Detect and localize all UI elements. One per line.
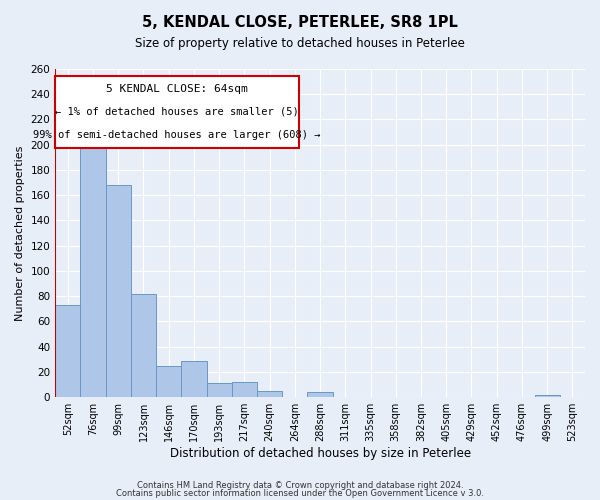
Bar xyxy=(156,366,181,397)
Bar xyxy=(55,305,80,397)
Bar xyxy=(80,138,106,397)
FancyBboxPatch shape xyxy=(55,76,299,148)
Y-axis label: Number of detached properties: Number of detached properties xyxy=(15,146,25,321)
Bar xyxy=(257,391,282,397)
Text: Contains public sector information licensed under the Open Government Licence v : Contains public sector information licen… xyxy=(116,489,484,498)
Text: ← 1% of detached houses are smaller (5): ← 1% of detached houses are smaller (5) xyxy=(55,106,299,117)
Bar xyxy=(307,392,332,397)
Bar xyxy=(181,360,206,397)
Bar xyxy=(206,384,232,397)
Bar xyxy=(106,185,131,397)
Text: 5 KENDAL CLOSE: 64sqm: 5 KENDAL CLOSE: 64sqm xyxy=(106,84,248,94)
Bar xyxy=(232,382,257,397)
Text: Contains HM Land Registry data © Crown copyright and database right 2024.: Contains HM Land Registry data © Crown c… xyxy=(137,480,463,490)
Text: 5, KENDAL CLOSE, PETERLEE, SR8 1PL: 5, KENDAL CLOSE, PETERLEE, SR8 1PL xyxy=(142,15,458,30)
Text: Size of property relative to detached houses in Peterlee: Size of property relative to detached ho… xyxy=(135,38,465,51)
Bar xyxy=(535,394,560,397)
X-axis label: Distribution of detached houses by size in Peterlee: Distribution of detached houses by size … xyxy=(170,447,470,460)
Text: 99% of semi-detached houses are larger (608) →: 99% of semi-detached houses are larger (… xyxy=(33,130,321,140)
Bar xyxy=(131,294,156,397)
